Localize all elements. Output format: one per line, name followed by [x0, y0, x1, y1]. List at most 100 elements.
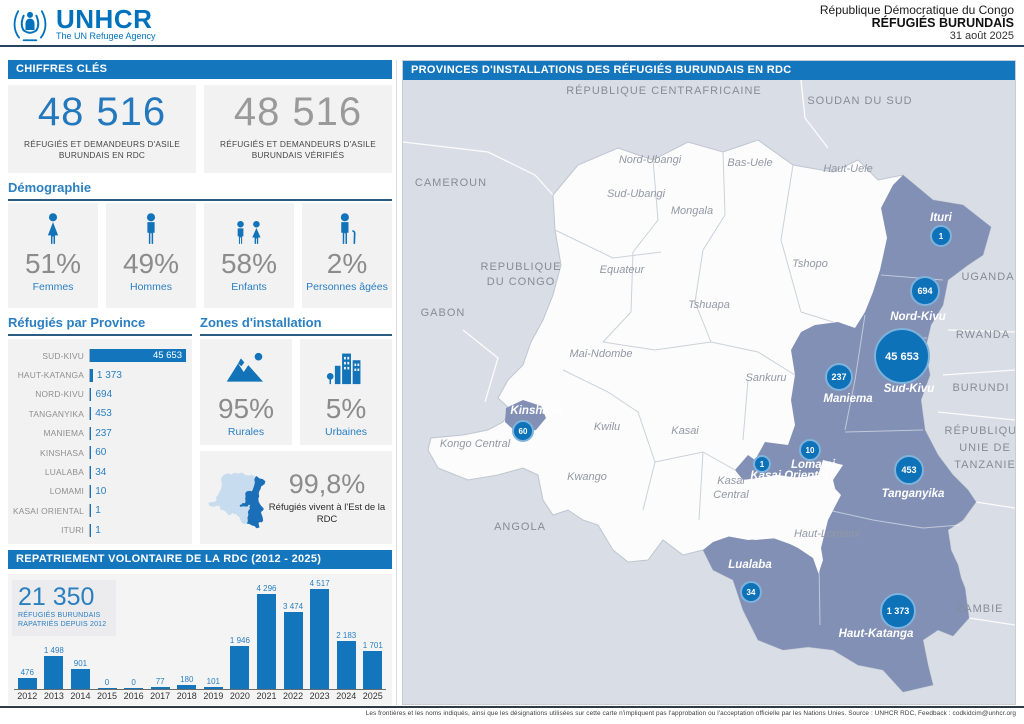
key-figure-label: RÉFUGIÉS ET DEMANDEURS D'ASILE BURUNDAIS…	[220, 139, 376, 160]
map-country-label: RWANDA	[956, 329, 1010, 341]
document-title-block: République Démocratique du Congo RÉFUGIÉ…	[820, 4, 1014, 43]
zone-card-urban: 5% Urbaines	[300, 339, 392, 445]
province-bars: SUD-KIVU 45 653 HAUT-KATANGA 1 373 NORD-KIVU…	[8, 346, 192, 540]
bar	[44, 656, 64, 689]
province-bar: 45 653	[90, 349, 186, 363]
demography-cards: 51% Femmes 49% Hommes 58% Enfants 2% Per…	[8, 203, 392, 308]
province-bar	[90, 407, 92, 421]
province-label: KASAI ORIENTAL	[12, 505, 84, 516]
bar-year-label: 2012	[17, 691, 38, 701]
province-value: 34	[95, 466, 107, 478]
buildings-icon	[326, 353, 361, 385]
bar	[363, 651, 383, 689]
province-bar-zone: 10	[89, 484, 192, 498]
map-section-title: PROVINCES D'INSTALLATIONS DES RÉFUGIÉS B…	[403, 61, 1015, 80]
map-province-label-highlighted: Maniema	[823, 393, 873, 405]
demography-label: Femmes	[32, 281, 74, 293]
province-borders	[554, 151, 834, 521]
bar-value-label: 1 946	[229, 636, 250, 645]
province-bar-zone: 1	[89, 523, 192, 537]
province-value: 1 373	[96, 369, 122, 381]
map-bubble-value: 10	[806, 446, 815, 455]
map-bubble	[930, 225, 952, 247]
demography-card-children: 58% Enfants	[204, 203, 294, 308]
map-bubble	[894, 455, 924, 485]
repatriation-total: 21 350	[18, 583, 95, 611]
bar-year-label: 2019	[203, 691, 224, 701]
map-province-label: Nord-Ubangi	[619, 154, 682, 166]
province-bar-zone: 45 653	[89, 349, 192, 363]
map-bubble	[799, 439, 821, 461]
province-bar-zone: 60	[89, 446, 192, 460]
demography-value: 49%	[122, 248, 180, 279]
map-bubble-value: 1	[939, 232, 944, 241]
bar-value-label: 476	[20, 668, 34, 677]
map-country-label: REPUBLIQUE	[481, 261, 562, 273]
repatriation-bar-slot: 4 517	[306, 579, 333, 689]
bar-value-label: 0	[131, 678, 136, 687]
map-province-label: Central	[713, 489, 749, 501]
bar	[230, 646, 250, 689]
man-icon	[146, 213, 156, 244]
bar-value-label: 180	[180, 675, 194, 684]
drc-provinces-map: CAMEROUN RÉPUBLIQUE CENTRAFRICAINE SOUDAN …	[403, 80, 1015, 704]
map-province-label: Kwilu	[594, 421, 620, 433]
bar-year-label: 2024	[336, 691, 357, 701]
bar-year-label: 2023	[309, 691, 330, 701]
province-label: LOMAMI	[49, 486, 84, 497]
demography-section-title: Démographie	[8, 180, 392, 201]
province-label: KINSHASA	[40, 447, 84, 458]
province-bar-zone: 694	[89, 387, 192, 401]
demography-card-elderly: 2% Personnes âgées	[302, 203, 392, 308]
bar-value-label: 101	[206, 677, 221, 686]
repatriation-total-label: RÉFUGIÉS BURUNDAIS RAPATRIÉS DEPUIS 2012	[18, 612, 107, 628]
map-province-label: Haut-Lomami	[794, 528, 861, 540]
haut-lomami-province	[708, 476, 841, 548]
province-row: ITURI 1	[8, 521, 192, 540]
province-value: 45 653	[152, 350, 182, 362]
province-bar	[90, 484, 92, 498]
bar-value-label: 1 701	[362, 641, 383, 650]
bar-year-label: 2020	[229, 691, 250, 701]
province-label: LUALABA	[44, 467, 84, 478]
province-bar-zone: 1 373	[89, 368, 192, 382]
map-province-label: Tshopo	[792, 258, 828, 270]
demography-value: 2%	[326, 248, 368, 279]
column-divider	[396, 60, 397, 705]
bar-value-label: 4 517	[309, 579, 330, 588]
key-figures-cards: 48 516 RÉFUGIÉS ET DEMANDEURS D'ASILE BU…	[8, 85, 392, 173]
key-figure-card-verified: 48 516 RÉFUGIÉS ET DEMANDEURS D'ASILE BU…	[204, 85, 392, 173]
zone-value: 5%	[325, 393, 367, 424]
map-country-label: UNIE DE	[959, 442, 1011, 454]
province-bar	[90, 465, 92, 479]
province-label: ITURI	[61, 525, 84, 536]
bar	[17, 678, 37, 689]
zone-card-rural: 95% Rurales	[200, 339, 292, 445]
demography-label: Hommes	[129, 281, 172, 293]
repatriation-bar-slot: 180	[173, 675, 200, 689]
province-row: TANGANYIKA 453	[8, 404, 192, 423]
drc-mini-map	[208, 471, 266, 528]
mountain-icon	[226, 352, 263, 382]
demography-value: 58%	[220, 248, 278, 279]
repatriation-bar-slot: 0	[94, 678, 121, 689]
key-figure-value: 48 516	[37, 90, 167, 134]
repatriation-bar-slot: 476	[14, 668, 41, 689]
map-bubble-value: 1 373	[887, 606, 910, 616]
map-province-label: Kasai	[717, 475, 745, 487]
map-province-label: Mai-Ndombe	[570, 348, 633, 360]
bar	[336, 641, 356, 689]
map-country-label: RÉPUBLIQUE	[945, 424, 1015, 437]
map-province-label-highlighted: Lualaba	[728, 559, 772, 571]
provinces-bar-chart: SUD-KIVU 45 653 HAUT-KATANGA 1 373 NORD-KIVU…	[8, 339, 192, 544]
map-bubble-value: 1	[760, 460, 765, 469]
map-province-label: Kasai	[671, 425, 699, 437]
bar-year-label: 2018	[176, 691, 197, 701]
province-row: LOMAMI 10	[8, 482, 192, 501]
logo-name: UNHCR	[56, 3, 153, 34]
map-province-label: Kwango	[567, 471, 607, 483]
bar	[177, 685, 197, 689]
province-bar	[90, 387, 92, 401]
map-country-label: CAMEROUN	[415, 177, 487, 189]
province-label: HAUT-KATANGA	[17, 370, 84, 381]
